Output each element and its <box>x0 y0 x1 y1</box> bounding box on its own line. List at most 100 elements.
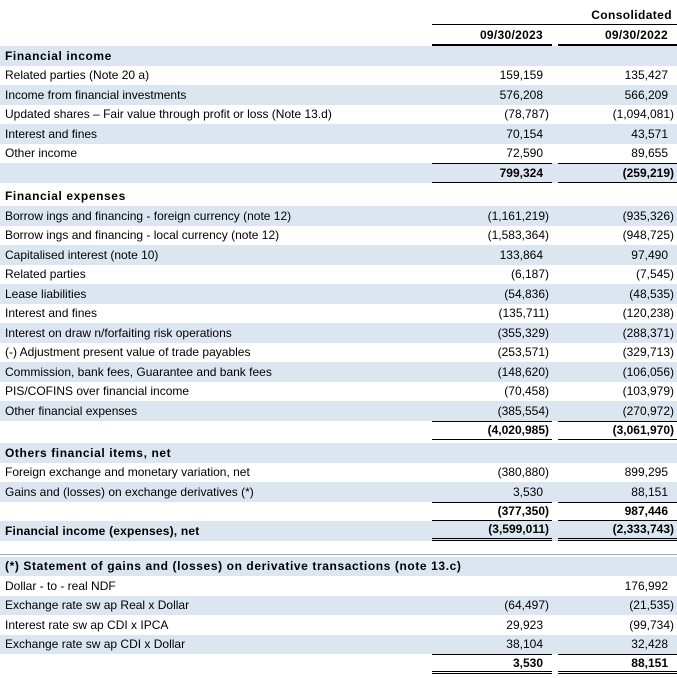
value-2023: 3,530 <box>432 654 552 674</box>
value-2022: (7,545) <box>635 267 674 282</box>
value-2023: 799,324 <box>432 163 552 183</box>
value-2022: 987,446 <box>558 501 677 521</box>
value-2023: (4,020,985) <box>432 420 552 440</box>
table-row: Borrow ings and financing - local curren… <box>0 226 677 246</box>
value-2023 <box>462 557 582 577</box>
value-2023: (54,836) <box>504 286 549 301</box>
total-row: (377,350) 987,446 <box>0 501 677 522</box>
table-row: Borrow ings and financing - foreign curr… <box>0 206 677 226</box>
row-label <box>0 163 432 183</box>
row-label: Income from financial investments <box>5 87 187 102</box>
value-2022: 43,571 <box>631 126 668 141</box>
value-2022: (948,725) <box>622 228 674 243</box>
table-body: Financial income Related parties (Note 20… <box>0 46 677 674</box>
value-2022 <box>588 557 677 577</box>
row-label: Borrow ings and financing - foreign curr… <box>5 208 292 223</box>
value-2023: (3,599,011) <box>432 521 552 541</box>
value-2023: (64,497) <box>504 598 549 613</box>
row-label: Borrow ings and financing - local curren… <box>5 228 280 243</box>
table-row: Lease liabilities (54,836) (48,535) <box>0 284 677 304</box>
value-2023: (377,350) <box>432 501 552 521</box>
value-2023: 29,923 <box>506 617 543 632</box>
table-row: Related parties (6,187) (7,545) <box>0 265 677 285</box>
table-row: Foreign exchange and monetary variation,… <box>0 463 677 483</box>
total-row: 799,324 (259,219) <box>0 163 677 183</box>
value-2022: (3,061,970) <box>558 420 677 440</box>
row-label: Financial expenses <box>5 189 126 204</box>
row-label: Financial income <box>5 48 112 63</box>
value-2023 <box>432 187 552 207</box>
table-row: Interest and fines (135,711) (120,238) <box>0 304 677 324</box>
value-2023 <box>432 46 552 66</box>
row-label <box>0 502 432 522</box>
section-row: Financial income <box>0 46 677 66</box>
gap-row <box>0 541 677 554</box>
table-row: Interest and fines 70,154 43,571 <box>0 124 677 144</box>
table-row: Exchange rate sw ap CDI x Dollar 38,104 32… <box>0 634 677 654</box>
table-row: Commission, bank fees, Guarantee and ban… <box>0 362 677 382</box>
row-label <box>0 654 432 674</box>
table-row: Gains and (losses) on exchange derivativ… <box>0 482 677 502</box>
consolidated-header: Consolidated <box>432 8 677 25</box>
value-2023: 576,208 <box>499 87 543 102</box>
row-label: Commission, bank fees, Guarantee and ban… <box>5 364 272 379</box>
row-label: Exchange rate sw ap Real x Dollar <box>5 598 190 613</box>
table-row: Income from financial investments 576,208… <box>0 85 677 105</box>
table-row: Updated shares – Fair value through prof… <box>0 105 677 125</box>
row-label: PIS/COFINS over financial income <box>5 384 190 399</box>
row-label: Capitalised interest (note 10) <box>5 247 159 262</box>
table-row: PIS/COFINS over financial income (70,458)… <box>0 382 677 402</box>
value-2022: (259,219) <box>558 163 677 183</box>
row-label: Interest rate sw ap CDI x IPCA <box>5 617 169 632</box>
row-label: Lease liabilities <box>5 286 87 301</box>
row-label: Gains and (losses) on exchange derivativ… <box>5 484 254 499</box>
value-2023 <box>432 576 552 596</box>
row-label: (*) Statement of gains and (losses) on d… <box>5 559 462 574</box>
table-row: Related parties (Note 20 a) 159,159 135,42… <box>0 66 677 86</box>
table-row: Exchange rate sw ap Real x Dollar (64,497… <box>0 595 677 615</box>
row-label: Interest and fines <box>5 306 98 321</box>
column-header-09-30-2022: 09/30/2022 <box>558 25 677 46</box>
value-2022: (1,094,081) <box>612 107 674 122</box>
row-label: Others financial items, net <box>5 445 172 460</box>
row-label: Other income <box>5 146 78 161</box>
row-label: Other financial expenses <box>5 403 138 418</box>
value-2022: 88,151 <box>558 654 677 674</box>
value-2023: (1,583,364) <box>487 228 549 243</box>
value-2023: (70,458) <box>504 384 549 399</box>
value-2023: (380,880) <box>497 465 549 480</box>
value-2022: (2,333,743) <box>558 521 677 541</box>
value-2023: (1,161,219) <box>487 208 549 223</box>
value-2022 <box>558 187 677 207</box>
row-label: (-) Adjustment present value of trade pa… <box>5 345 251 360</box>
table-row: (-) Adjustment present value of trade pa… <box>0 343 677 363</box>
value-2023: 159,159 <box>499 68 543 83</box>
value-2023: (6,187) <box>510 267 549 282</box>
table-row: Interest rate sw ap CDI x IPCA 29,923 (99,… <box>0 615 677 635</box>
value-2023: (78,787) <box>504 107 549 122</box>
value-2022 <box>558 46 677 66</box>
row-label: Updated shares – Fair value through prof… <box>5 107 332 122</box>
rule-row <box>0 553 677 555</box>
section-row: Others financial items, net <box>0 443 677 463</box>
value-2023: 72,590 <box>506 146 543 161</box>
column-header-09-30-2023: 09/30/2023 <box>432 25 552 46</box>
value-2023 <box>432 443 552 463</box>
value-2022: 135,427 <box>624 68 668 83</box>
row-label: Interest and fines <box>5 126 98 141</box>
value-2023: (135,711) <box>498 306 549 321</box>
row-label: Financial income (expenses), net <box>5 523 200 538</box>
row-label: Related parties <box>5 267 86 282</box>
value-2022: (99,734) <box>629 617 674 632</box>
value-2022: 32,428 <box>631 637 668 652</box>
value-2023: (253,571) <box>497 345 549 360</box>
value-2023: 38,104 <box>506 637 543 652</box>
value-2022: 97,490 <box>631 247 668 262</box>
table-header-group: Consolidated <box>0 3 677 25</box>
value-2022: 88,151 <box>631 484 668 499</box>
value-2022: 566,209 <box>624 87 668 102</box>
row-label: Related parties (Note 20 a) <box>5 68 150 83</box>
row-label: Foreign exchange and monetary variation,… <box>5 465 250 480</box>
table-row: Dollar - to - real NDF 176,992 <box>0 576 677 596</box>
